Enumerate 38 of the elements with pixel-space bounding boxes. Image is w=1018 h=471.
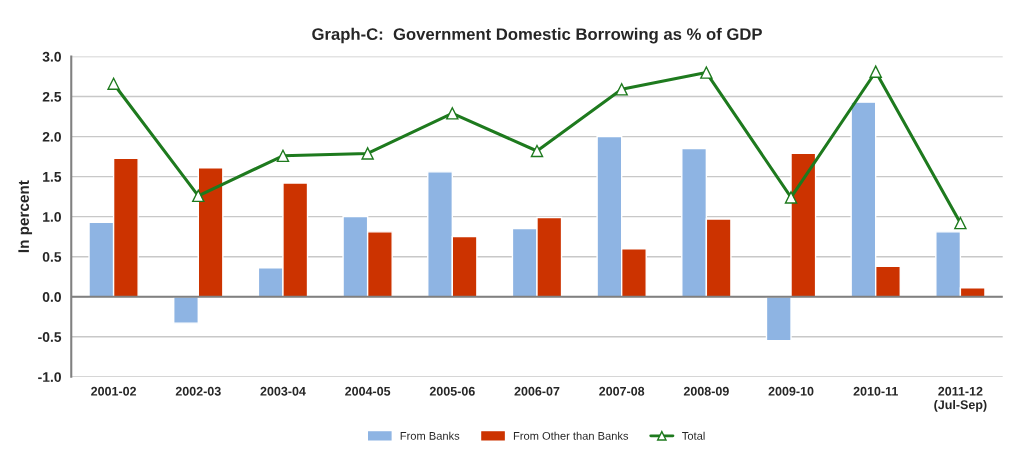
y-axis-title: In percent xyxy=(18,180,33,253)
y-tick-label: 2.0 xyxy=(42,131,61,142)
x-tick-label: 2007-08 xyxy=(599,386,645,396)
y-tick-label: -1.0 xyxy=(38,372,61,382)
point xyxy=(615,83,628,96)
legend-label: From Other than Banks xyxy=(513,431,629,440)
x-tick-label: 2010-11 xyxy=(853,386,898,396)
x-tick-label: 2005-06 xyxy=(429,386,475,396)
point xyxy=(530,144,544,158)
legend-label: Total xyxy=(682,431,705,440)
bar xyxy=(765,296,792,342)
chart-title: Graph-C: Government Domestic Borrowing as % of GDP xyxy=(312,27,762,44)
point xyxy=(784,191,798,204)
x-tick-label: 2011-12 (Jul-Sep) xyxy=(934,386,987,412)
point xyxy=(446,107,459,120)
y-tick-label: 0.5 xyxy=(42,252,62,262)
point xyxy=(954,216,967,230)
y-tick-label: 1.0 xyxy=(43,211,61,222)
legend-label: From Banks xyxy=(400,431,460,440)
x-tick-label: 2004-05 xyxy=(345,386,391,396)
point xyxy=(192,189,205,203)
point xyxy=(700,66,713,79)
x-tick-label: 2008-09 xyxy=(683,386,729,396)
point xyxy=(107,77,120,90)
bar xyxy=(173,296,199,324)
y-tick-label: 0.0 xyxy=(42,292,61,302)
y-tick-label: 1.5 xyxy=(43,172,62,182)
x-tick-label: 2006-07 xyxy=(514,386,560,396)
y-tick-label: 2.5 xyxy=(42,91,62,102)
y-tick-label: 3.0 xyxy=(42,51,61,62)
y-tick-label: -0.5 xyxy=(38,332,62,342)
x-tick-label: 2003-04 xyxy=(260,386,306,396)
x-tick-label: 2001-02 xyxy=(91,386,137,396)
point xyxy=(276,149,290,163)
x-tick-label: 2002-03 xyxy=(175,386,221,396)
point xyxy=(361,147,374,160)
point xyxy=(869,65,882,78)
x-tick-label: 2009-10 xyxy=(768,386,814,396)
